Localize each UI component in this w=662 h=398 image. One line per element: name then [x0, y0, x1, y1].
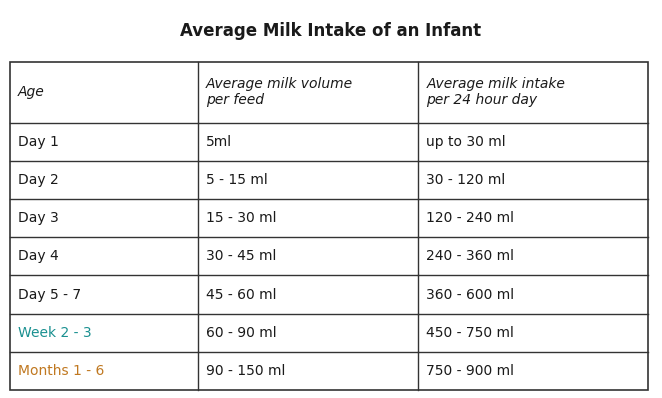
Text: Day 2: Day 2 [18, 173, 59, 187]
Text: Day 1: Day 1 [18, 135, 59, 149]
Bar [10, 62, 648, 390]
Text: 15 - 30 ml: 15 - 30 ml [206, 211, 277, 225]
Text: Day 5 - 7: Day 5 - 7 [18, 287, 81, 302]
Text: 60 - 90 ml: 60 - 90 ml [206, 326, 277, 340]
Text: 30 - 120 ml: 30 - 120 ml [426, 173, 506, 187]
Text: 30 - 45 ml: 30 - 45 ml [206, 249, 277, 263]
Text: Day 3: Day 3 [18, 211, 59, 225]
Text: 750 - 900 ml: 750 - 900 ml [426, 364, 514, 378]
Text: Average milk intake
per 24 hour day: Average milk intake per 24 hour day [426, 77, 565, 107]
Text: Day 4: Day 4 [18, 249, 59, 263]
Text: up to 30 ml: up to 30 ml [426, 135, 506, 149]
Text: 5 - 15 ml: 5 - 15 ml [206, 173, 268, 187]
Text: 120 - 240 ml: 120 - 240 ml [426, 211, 514, 225]
Text: Age: Age [18, 85, 45, 100]
Text: 360 - 600 ml: 360 - 600 ml [426, 287, 514, 302]
Text: 90 - 150 ml: 90 - 150 ml [206, 364, 285, 378]
Text: Average milk volume
per feed: Average milk volume per feed [206, 77, 354, 107]
Text: 240 - 360 ml: 240 - 360 ml [426, 249, 514, 263]
Text: 45 - 60 ml: 45 - 60 ml [206, 287, 277, 302]
Text: 5ml: 5ml [206, 135, 232, 149]
Text: Average Milk Intake of an Infant: Average Milk Intake of an Infant [181, 22, 481, 40]
Text: Months 1 - 6: Months 1 - 6 [18, 364, 105, 378]
Text: 450 - 750 ml: 450 - 750 ml [426, 326, 514, 340]
Text: Week 2 - 3: Week 2 - 3 [18, 326, 91, 340]
